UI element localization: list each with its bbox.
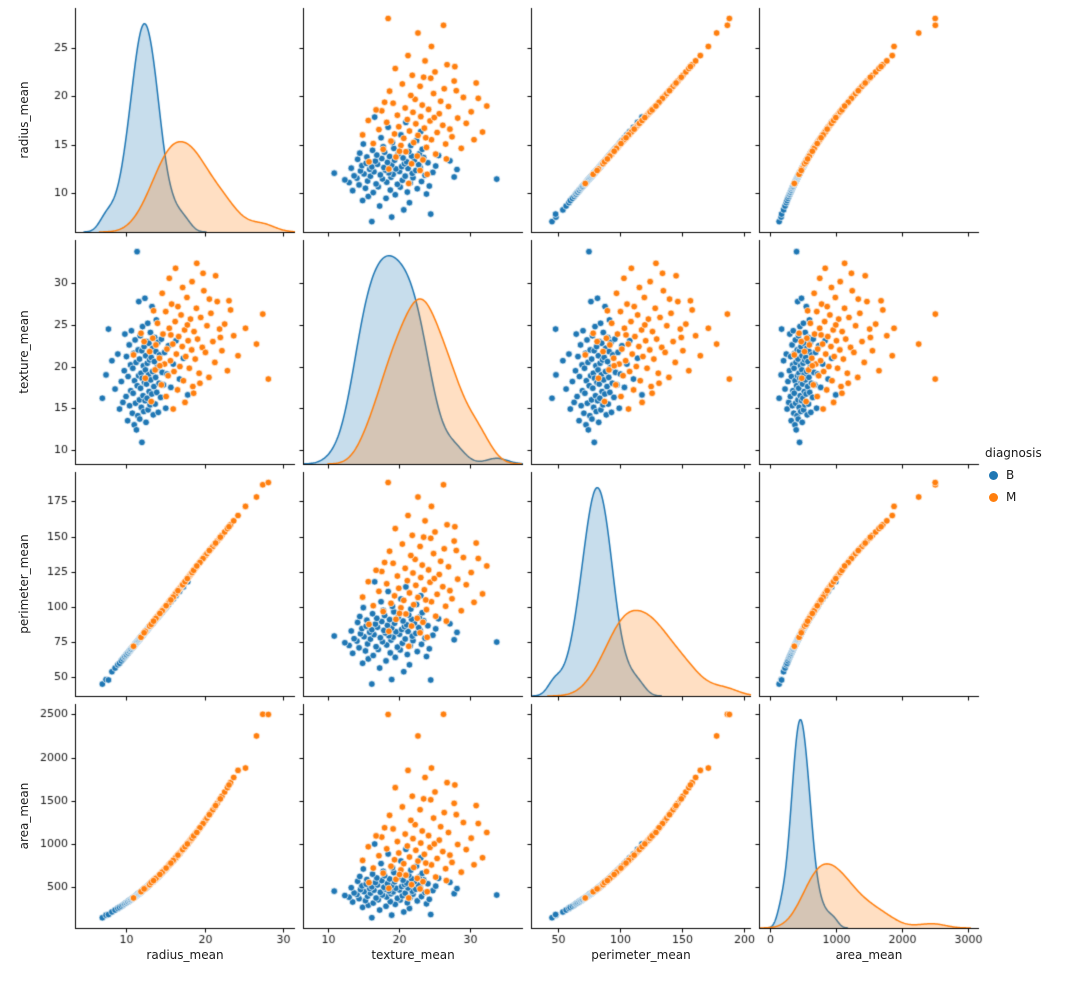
- legend-label-b: B: [1006, 468, 1015, 482]
- y-axis-label-perimeter-mean: perimeter_mean: [17, 534, 31, 634]
- x-axis-label-area-mean: area_mean: [835, 948, 903, 962]
- legend-marker-m-icon: [989, 492, 998, 502]
- x-axis-label-radius-mean: radius_mean: [146, 948, 224, 962]
- y-axis-label-texture-mean: texture_mean: [17, 310, 31, 394]
- legend: diagnosis B M: [985, 446, 1042, 512]
- legend-entry-m: M: [985, 490, 1042, 504]
- legend-title: diagnosis: [985, 446, 1042, 460]
- y-axis-label-area-mean: area_mean: [17, 782, 31, 850]
- x-axis-label-perimeter-mean: perimeter_mean: [591, 948, 691, 962]
- legend-marker-b-icon: [989, 470, 998, 480]
- y-axis-label-radius-mean: radius_mean: [17, 81, 31, 159]
- legend-label-m: M: [1006, 490, 1017, 504]
- legend-entry-b: B: [985, 468, 1042, 482]
- x-axis-label-texture-mean: texture_mean: [371, 948, 455, 962]
